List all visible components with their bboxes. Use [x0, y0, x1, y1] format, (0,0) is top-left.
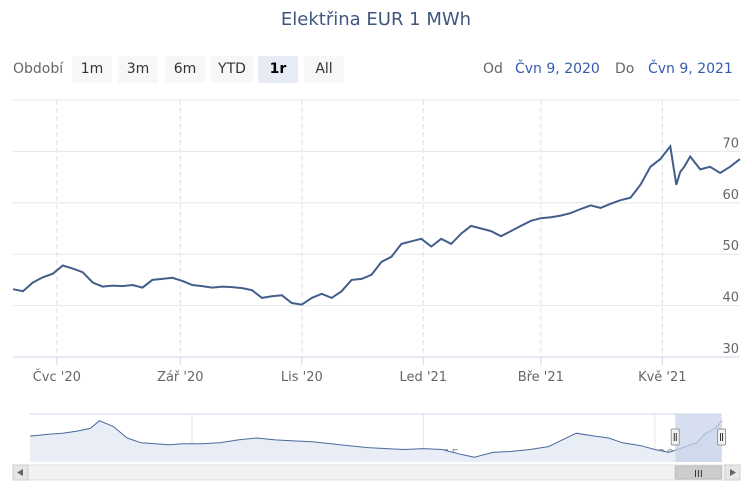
- x-tick-label: Led '21: [400, 370, 448, 385]
- series-line: [12, 143, 741, 306]
- to-date-input[interactable]: Čvn 9, 2021: [648, 61, 733, 77]
- scrollbar-track: [12, 464, 741, 481]
- x-tick-label: Čvc '20: [33, 369, 81, 385]
- range-1m-button[interactable]: 1m: [72, 56, 112, 83]
- range-3m-button[interactable]: 3m: [118, 56, 158, 83]
- plot-grid: [13, 99, 740, 365]
- scroll-left-arrow-icon: [17, 469, 23, 476]
- scrollbar[interactable]: III: [12, 464, 741, 481]
- y-tick-label: 50: [722, 239, 739, 254]
- range-6m-button[interactable]: 6m: [165, 56, 205, 83]
- navigator[interactable]: 201020152020: [29, 413, 727, 463]
- y-tick-label: 70: [722, 136, 739, 151]
- range-1r-button[interactable]: 1r: [258, 56, 298, 83]
- from-date-input[interactable]: Čvn 9, 2020: [515, 61, 600, 77]
- scrollbar-thumb: [674, 465, 723, 480]
- navigator-left-handle[interactable]: [670, 428, 680, 446]
- y-tick-label: 30: [722, 342, 739, 357]
- navigator-selection: [675, 414, 722, 462]
- chart-title: Elektřina EUR 1 MWh: [280, 9, 472, 30]
- x-axis-labels: Čvc '20 Zář '20 Lis '20 Led '21 Bře '21 Kvě '…: [33, 369, 687, 385]
- x-tick-label: Lis '20: [281, 370, 323, 385]
- x-tick-label: Kvě '21: [638, 370, 686, 385]
- y-tick-label: 60: [722, 188, 739, 203]
- y-tick-label: 40: [722, 291, 739, 306]
- from-label: Od: [483, 61, 503, 77]
- x-tick-label: Zář '20: [157, 370, 203, 385]
- scroll-right-arrow-icon: [730, 469, 736, 476]
- navigator-right-handle[interactable]: [717, 428, 727, 446]
- to-label: Do: [615, 61, 635, 77]
- scrollbar-grip: III: [694, 469, 703, 480]
- range-all-button[interactable]: All: [304, 56, 344, 83]
- range-selector-label: Období: [13, 61, 64, 77]
- range-ytd-button[interactable]: YTD: [211, 56, 253, 83]
- y-axis-labels: 30 40 50 60 70: [722, 136, 739, 357]
- navigator-line: [29, 420, 723, 458]
- x-tick-label: Bře '21: [518, 370, 564, 385]
- navigator-area: [30, 420, 722, 462]
